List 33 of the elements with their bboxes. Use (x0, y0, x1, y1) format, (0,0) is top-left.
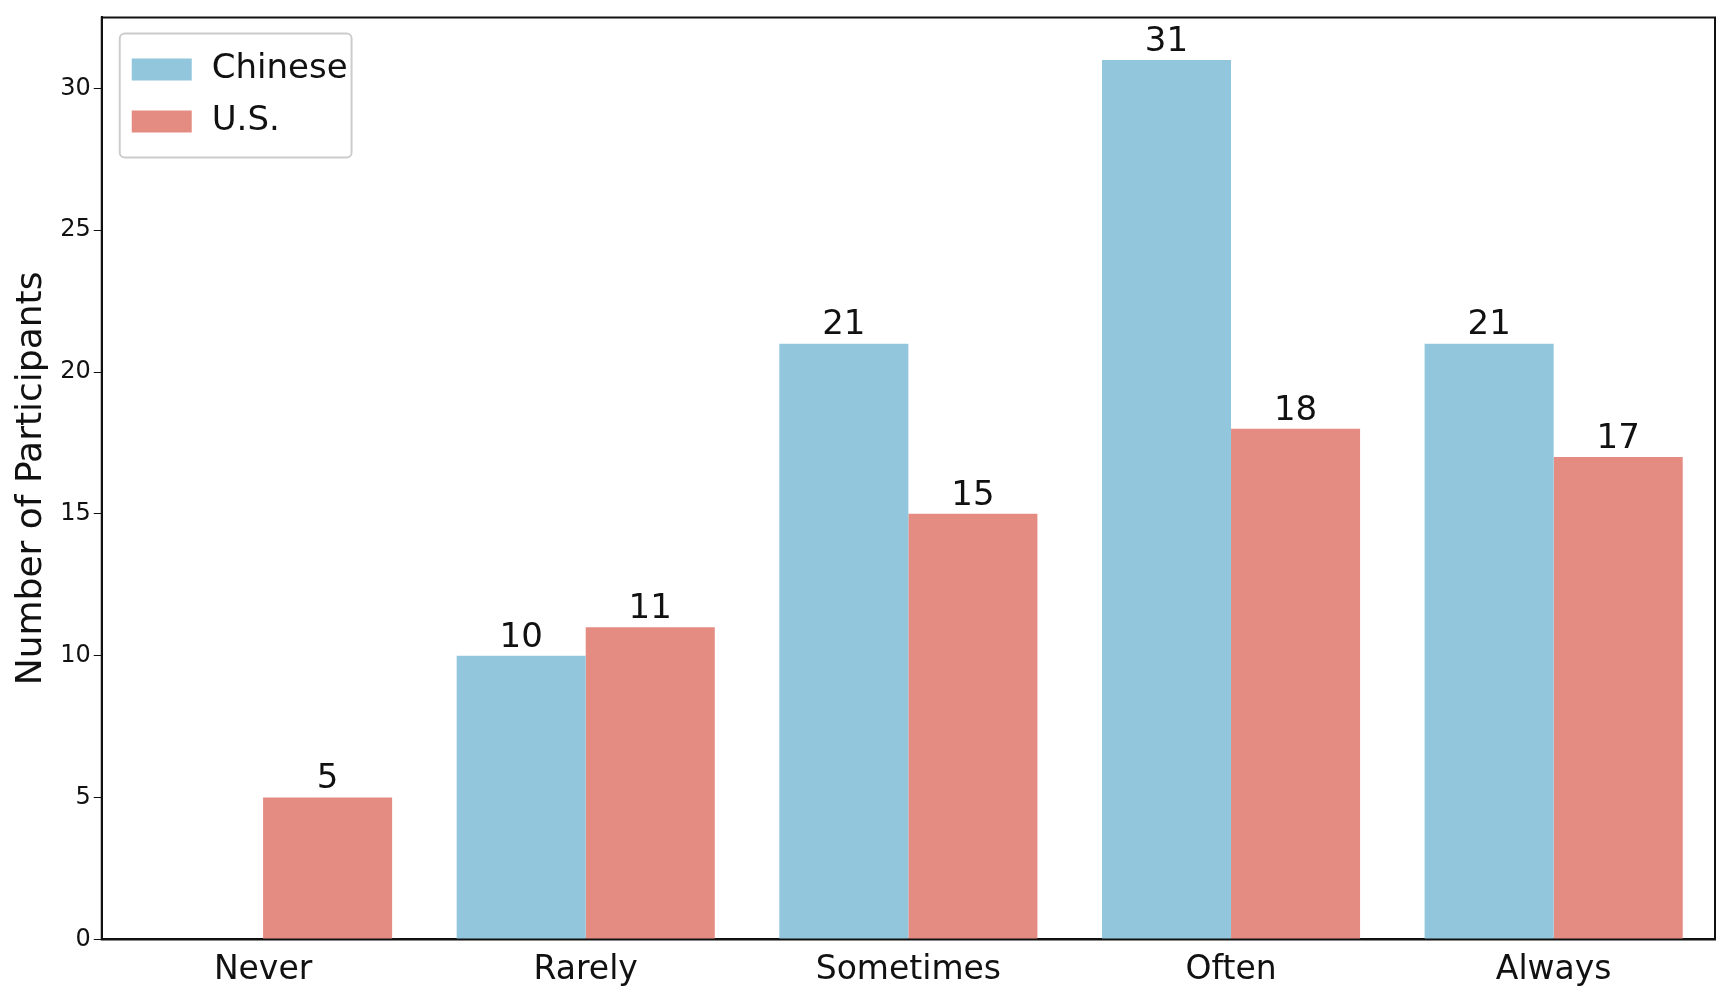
legend-label: Chinese (211, 46, 348, 87)
data-label: 11 (628, 586, 672, 627)
bar (1553, 457, 1683, 939)
bar (779, 343, 909, 939)
data-label: 18 (1273, 387, 1318, 428)
data-label: 21 (822, 302, 866, 343)
data-label: 31 (1144, 18, 1189, 59)
y-tick-label: 5 (75, 781, 91, 810)
x-tick-label: Rarely (533, 947, 638, 987)
x-tick-label: Often (1185, 947, 1277, 987)
data-label: 21 (1467, 302, 1511, 343)
bar (908, 513, 1038, 939)
data-label: 15 (951, 472, 995, 513)
bar (456, 655, 586, 939)
y-axis-title: Number of Participants (7, 271, 49, 686)
x-tick-label: Always (1495, 947, 1612, 987)
bar (1101, 59, 1232, 939)
legend-label: U.S. (211, 98, 280, 139)
y-tick-label: 25 (60, 214, 91, 243)
data-label: 5 (316, 756, 339, 797)
y-tick-label: 30 (60, 72, 91, 101)
data-label: 17 (1596, 415, 1640, 456)
y-tick-label: 10 (60, 639, 91, 668)
bar (1424, 343, 1554, 939)
x-tick-label: Sometimes (815, 947, 1002, 987)
bar (585, 627, 715, 939)
bar (1231, 428, 1361, 939)
y-tick-label: 15 (60, 498, 91, 527)
bar (263, 797, 393, 939)
data-label: 10 (499, 614, 543, 655)
x-tick-label: Never (213, 947, 313, 987)
y-tick-label: 20 (60, 356, 91, 385)
y-tick-label: 0 (75, 923, 91, 952)
